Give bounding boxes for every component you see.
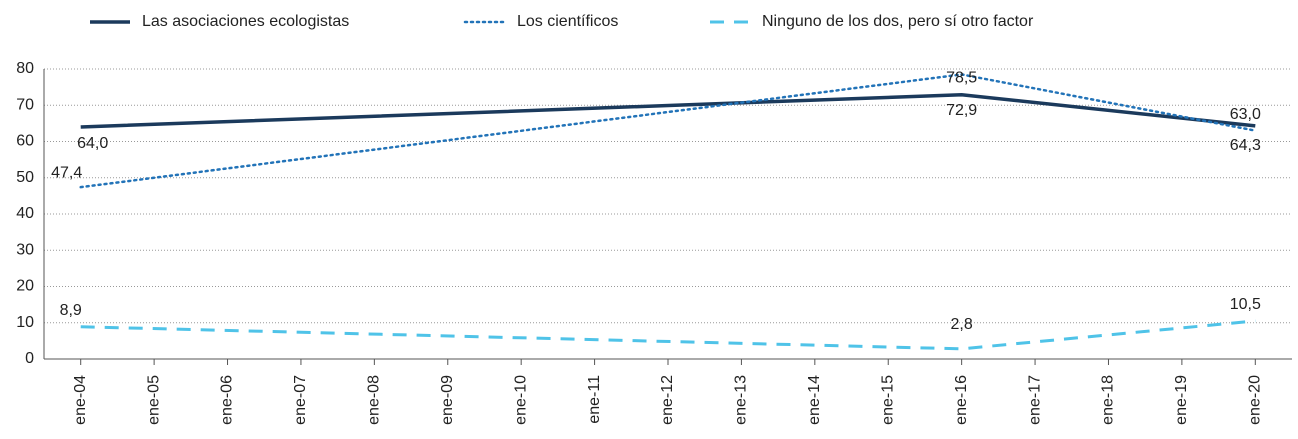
- legend-label: Los científicos: [517, 13, 618, 30]
- x-tick-label: ene-07: [292, 375, 309, 425]
- series-line: [79, 73, 1257, 189]
- x-tick-label: ene-10: [512, 375, 529, 425]
- data-label: 64,3: [1230, 137, 1261, 154]
- data-label: 78,5: [946, 70, 977, 87]
- y-tick-label: 70: [16, 96, 34, 113]
- x-tick-label: ene-16: [953, 375, 970, 425]
- data-label: 10,5: [1230, 296, 1261, 313]
- y-tick-label: 40: [16, 205, 34, 222]
- x-tick-label: ene-15: [879, 375, 896, 425]
- y-tick-label: 0: [25, 350, 34, 367]
- series-line: [80, 319, 1256, 351]
- series-line: [80, 92, 1256, 129]
- x-tick-label: ene-04: [72, 375, 89, 425]
- x-tick-label: ene-19: [1173, 375, 1190, 425]
- data-label: 63,0: [1230, 106, 1261, 123]
- y-tick-label: 30: [16, 241, 34, 258]
- x-tick-label: ene-08: [366, 375, 383, 425]
- data-label: 64,0: [77, 135, 108, 152]
- x-tick-label: ene-05: [145, 375, 162, 425]
- y-tick-label: 50: [16, 169, 34, 186]
- legend-label: Ninguno de los dos, pero sí otro factor: [762, 13, 1034, 30]
- data-label: 72,9: [946, 102, 977, 119]
- legend-label: Las asociaciones ecologistas: [142, 13, 349, 30]
- x-tick-label: ene-13: [733, 375, 750, 425]
- x-tick-label: ene-06: [219, 375, 236, 425]
- y-tick-label: 80: [16, 60, 34, 77]
- data-label: 47,4: [51, 164, 82, 181]
- y-tick-label: 20: [16, 278, 34, 295]
- x-tick-label: ene-20: [1247, 375, 1264, 425]
- y-tick-label: 10: [16, 314, 34, 331]
- x-tick-label: ene-17: [1026, 375, 1043, 425]
- x-tick-label: ene-11: [586, 375, 603, 424]
- y-tick-label: 60: [16, 133, 34, 150]
- x-tick-label: ene-14: [806, 375, 823, 425]
- x-tick-label: ene-09: [439, 375, 456, 425]
- data-label: 8,9: [60, 302, 82, 319]
- x-tick-label: ene-18: [1100, 375, 1117, 425]
- x-tick-label: ene-12: [659, 375, 676, 425]
- data-label: 2,8: [951, 316, 973, 333]
